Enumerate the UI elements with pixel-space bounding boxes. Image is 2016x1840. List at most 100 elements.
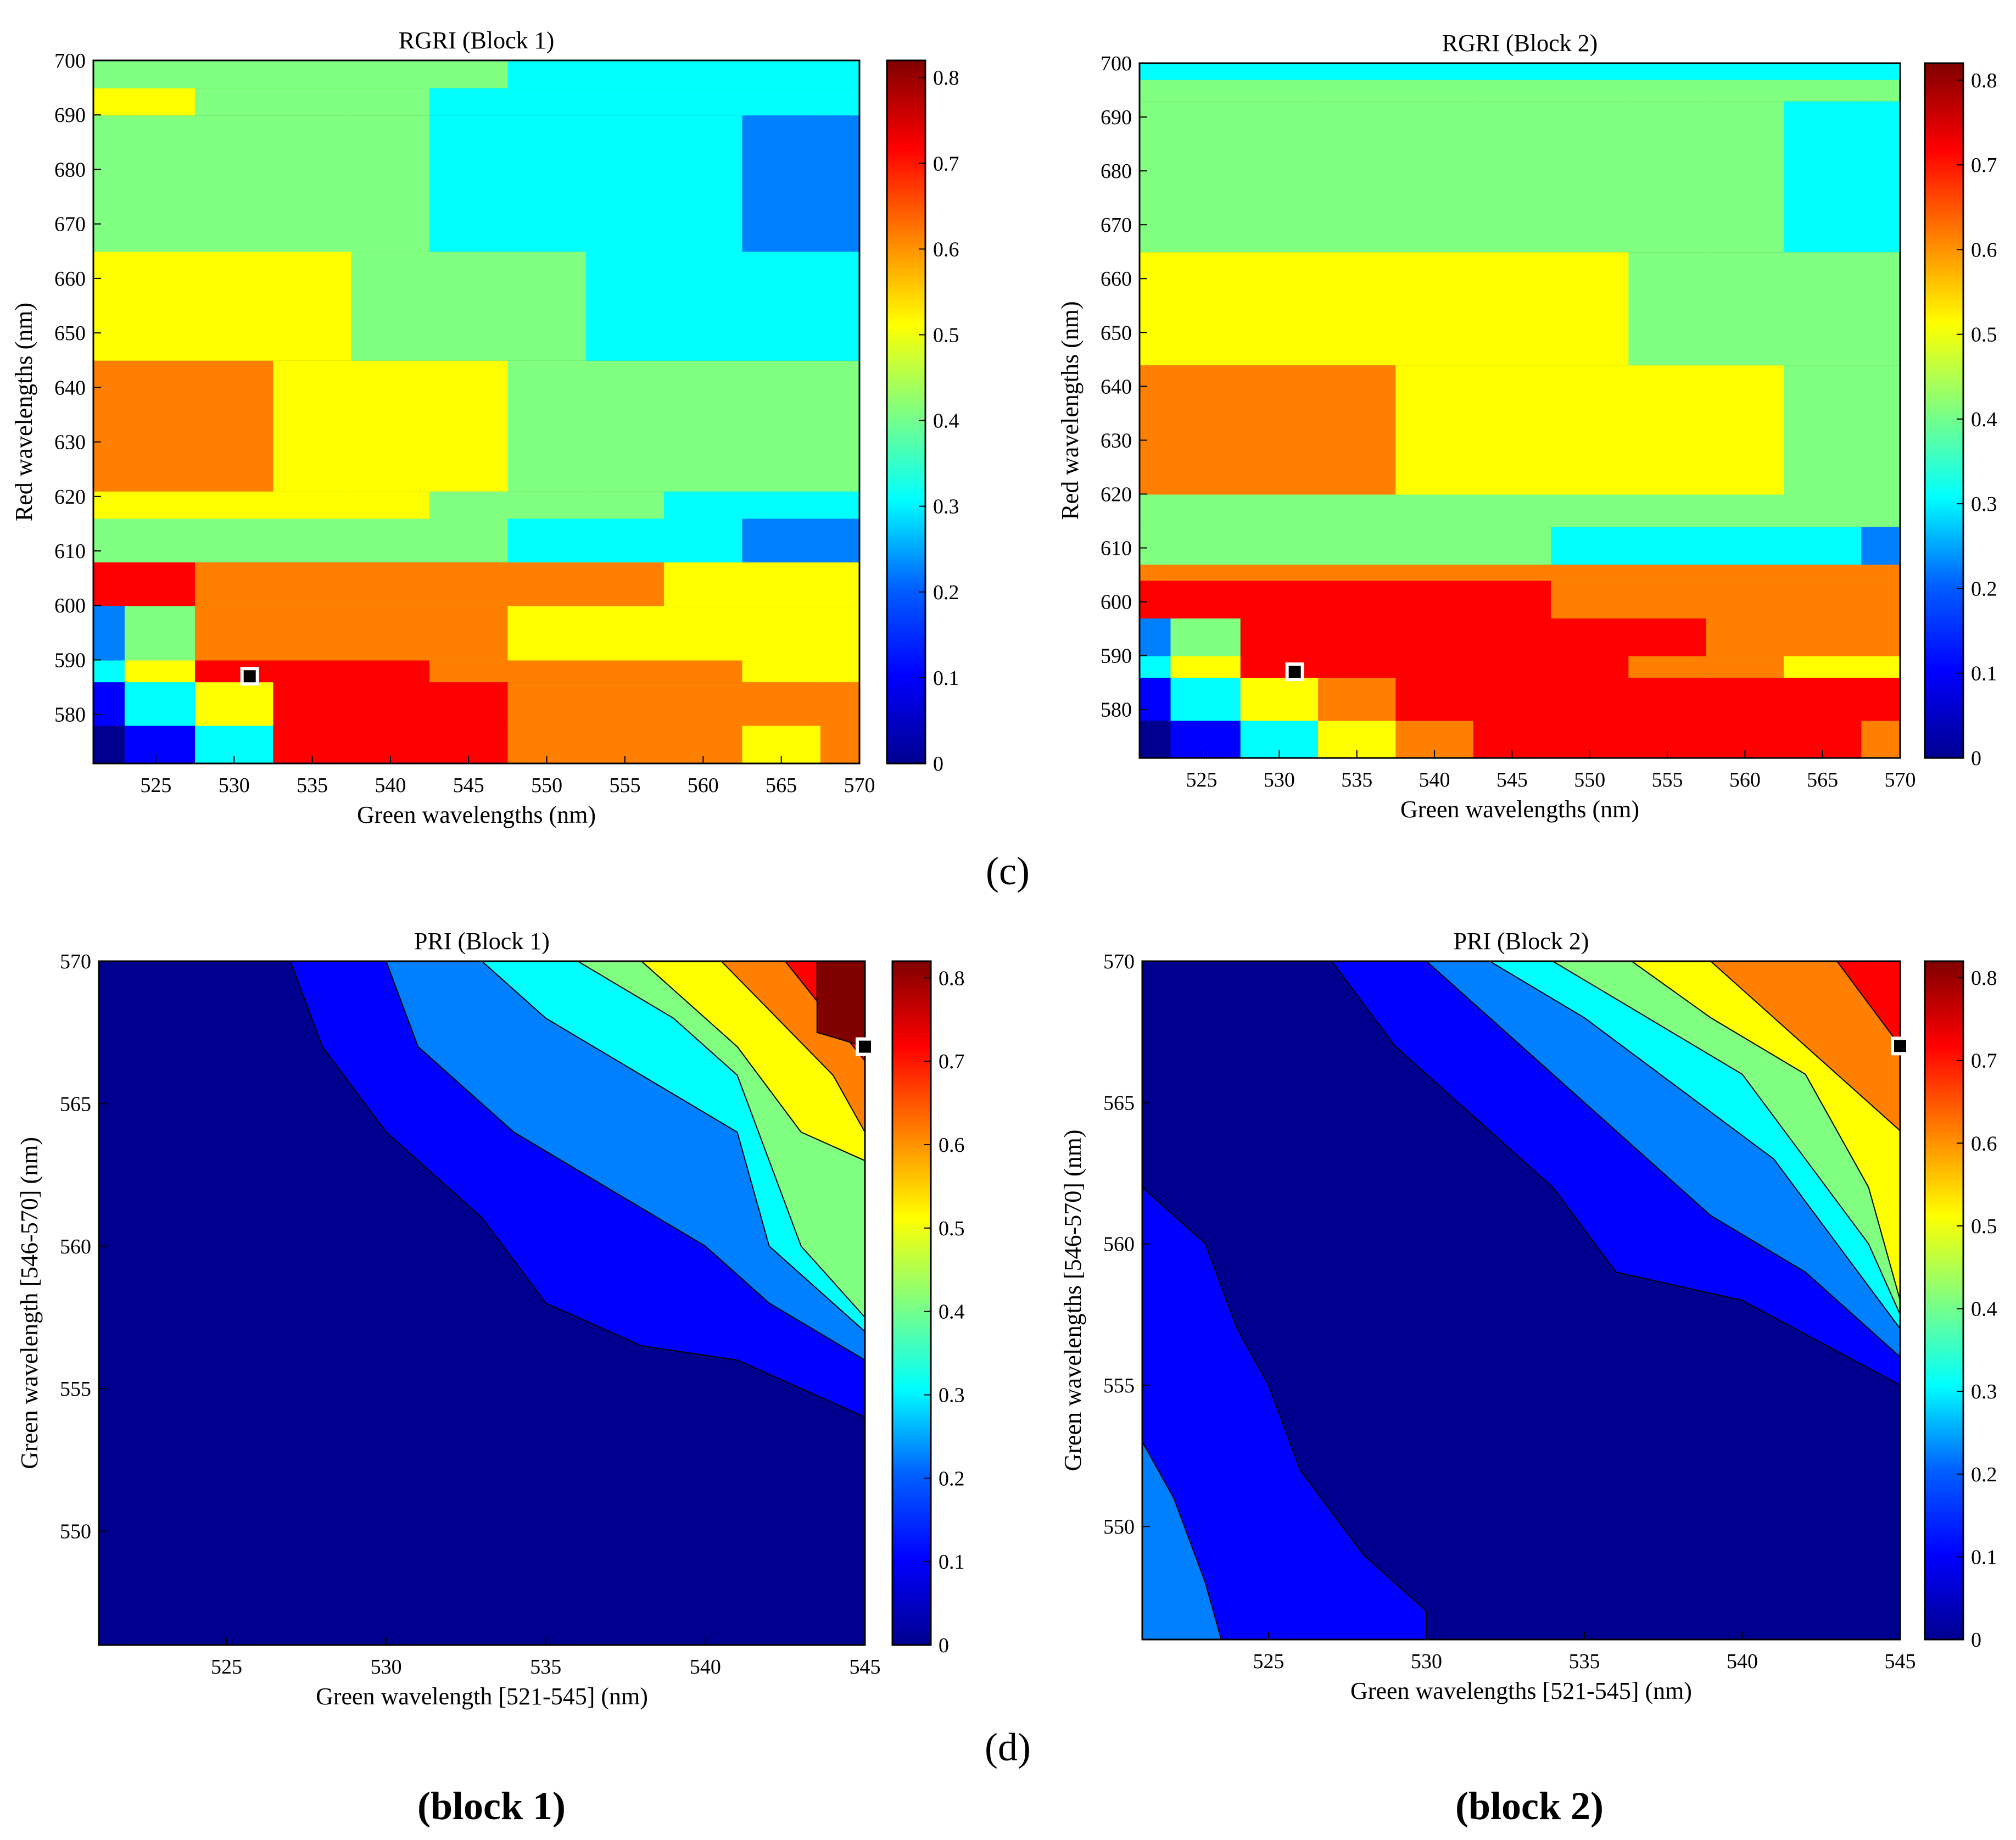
contour-cell xyxy=(1318,494,1397,527)
contour-cell xyxy=(1861,720,1900,758)
contour-cell xyxy=(1628,618,1707,656)
contour-cell xyxy=(1861,365,1900,495)
contour-cell xyxy=(1240,564,1319,581)
contour-cell xyxy=(1170,526,1241,565)
x-tick-label: 555 xyxy=(1652,768,1683,791)
contour-cell xyxy=(429,682,509,726)
contour-cell xyxy=(1784,79,1862,102)
contour-cell xyxy=(1706,365,1785,495)
contour-cell xyxy=(1395,564,1474,581)
x-tick-label: 530 xyxy=(219,774,250,797)
contour-cell xyxy=(1473,79,1552,102)
y-tick-label: 570 xyxy=(1103,950,1135,973)
contour-cell xyxy=(1861,252,1900,366)
y-tick-label: 560 xyxy=(60,1235,91,1258)
contour-cell xyxy=(1784,526,1862,565)
contour-cell xyxy=(1170,655,1241,678)
contour-cell xyxy=(273,605,352,661)
contour-cell xyxy=(1784,655,1862,678)
x-tick-label: 555 xyxy=(609,774,640,797)
contour-cell xyxy=(93,605,125,661)
contour-cell xyxy=(1628,63,1707,80)
colorbar-tick-label: 0.6 xyxy=(933,238,959,261)
contour-cell xyxy=(1861,494,1900,527)
contour-cell xyxy=(93,561,125,606)
contour-cell xyxy=(351,518,431,562)
y-tick-label: 640 xyxy=(1101,375,1132,398)
colorbar xyxy=(886,59,926,765)
x-tick-label: 545 xyxy=(850,1655,881,1679)
contour-cell xyxy=(1628,79,1707,102)
contour-cell xyxy=(585,682,665,726)
contour-cell xyxy=(93,660,125,683)
y-tick-label: 580 xyxy=(54,704,86,727)
contour-cell xyxy=(1551,252,1629,366)
contour-cell xyxy=(1706,618,1785,656)
contour-cell xyxy=(1473,564,1552,581)
x-axis-label: Green wavelengths [521-545] (nm) xyxy=(1350,1677,1692,1704)
contour-cell xyxy=(1861,618,1900,656)
contour-cell xyxy=(1861,63,1900,80)
contour-cell xyxy=(1170,677,1241,721)
y-tick-label: 670 xyxy=(1101,214,1132,237)
contour-cell xyxy=(1170,79,1241,102)
contour-cell xyxy=(124,561,196,606)
contour-cell xyxy=(124,251,196,361)
contour-cell xyxy=(1706,494,1785,527)
contour-cell xyxy=(351,251,431,361)
colorbar-tick-label: 0.8 xyxy=(1971,967,1997,990)
contour-cell xyxy=(1706,79,1785,102)
contour-cell xyxy=(93,360,125,492)
x-axis-label: Green wavelengths (nm) xyxy=(357,801,596,828)
x-tick-label: 530 xyxy=(1264,768,1295,791)
contour-cell xyxy=(429,60,509,88)
contour-cell xyxy=(1551,365,1629,495)
x-tick-label: 535 xyxy=(530,1655,561,1679)
contour-cell xyxy=(1551,580,1629,619)
plot-area xyxy=(1142,961,1900,1640)
y-tick-label: 660 xyxy=(1101,267,1132,291)
contour-cell xyxy=(124,60,196,88)
contour-cell xyxy=(124,490,196,519)
y-axis-label: Red wavelengths (nm) xyxy=(10,303,37,521)
y-axis-label: Red wavelengths (nm) xyxy=(1057,301,1084,520)
contour-cell xyxy=(664,251,743,361)
contour-region-6 xyxy=(1710,961,1900,1132)
contour-cell xyxy=(742,115,821,252)
plot-frame xyxy=(98,960,866,1646)
contour-cell xyxy=(273,360,352,492)
x-tick-label: 525 xyxy=(1186,768,1218,791)
optimum-marker xyxy=(856,1037,874,1056)
x-tick-label: 540 xyxy=(375,774,406,797)
contour-cell xyxy=(585,360,665,492)
x-tick-label: 535 xyxy=(297,774,328,797)
colorbar-tick-label: 0.8 xyxy=(1971,69,1997,92)
contour-cell xyxy=(1140,677,1171,721)
contour-cell xyxy=(351,60,431,88)
y-tick-label: 620 xyxy=(1101,483,1132,506)
colorbar-tick-label: 0.5 xyxy=(1971,1215,1997,1238)
contour-cell xyxy=(820,518,859,562)
x-tick-label: 530 xyxy=(371,1655,402,1679)
contour-cell xyxy=(1140,101,1171,253)
contour-cell xyxy=(195,251,274,361)
contour-cell xyxy=(1140,365,1171,495)
contour-cell xyxy=(664,60,743,88)
contour-cell xyxy=(1473,526,1552,565)
y-tick-label: 555 xyxy=(1103,1374,1135,1397)
contour-cell xyxy=(1473,63,1552,80)
contour-cell xyxy=(1551,677,1629,721)
contour-cell xyxy=(1140,564,1171,581)
colorbar-tick-label: 0.5 xyxy=(1971,324,1997,347)
contour-cell xyxy=(1861,677,1900,721)
contour-region-lower xyxy=(1142,1440,1222,1640)
y-tick-label: 610 xyxy=(54,540,86,563)
contour-cell xyxy=(1140,252,1171,366)
contour-cell xyxy=(1628,564,1707,581)
x-axis-label: Green wavelength [521-545] (nm) xyxy=(316,1683,648,1710)
colorbar-tick-label: 0.3 xyxy=(1971,493,1997,516)
contour-cell xyxy=(273,561,352,606)
y-tick-label: 630 xyxy=(1101,429,1132,452)
colorbar-tick-label: 0.2 xyxy=(1971,1463,1997,1486)
